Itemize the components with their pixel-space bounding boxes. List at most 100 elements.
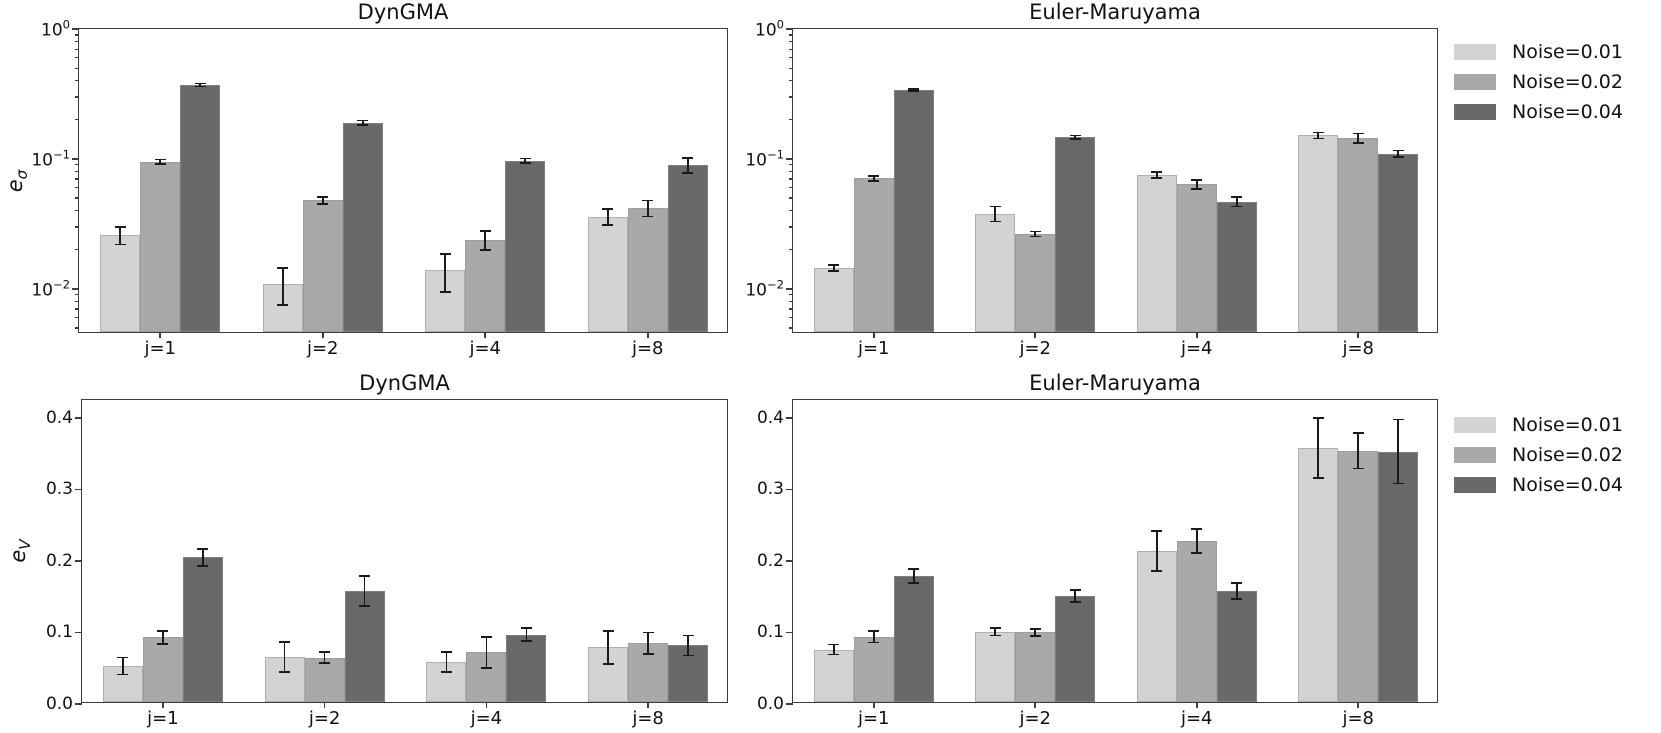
bar-noise-0-04 xyxy=(1216,590,1257,703)
bar-noise-0-04 xyxy=(667,164,708,333)
y-tick-mark xyxy=(75,560,82,562)
error-bar-cap xyxy=(317,196,329,198)
y-tick-mark xyxy=(75,417,82,419)
error-bar-cap xyxy=(642,631,654,634)
error-bar xyxy=(686,157,689,173)
y-tick-label: 0.4 xyxy=(45,407,73,428)
error-bar-cap xyxy=(828,264,840,266)
error-bar xyxy=(1155,530,1158,571)
y-tick-mark xyxy=(786,288,793,290)
error-bar-cap xyxy=(1029,628,1041,630)
error-bar xyxy=(994,206,997,222)
bar-noise-0-02 xyxy=(853,636,894,703)
legend-swatch xyxy=(1454,477,1496,493)
plot-euler-maruyama-esigma: Euler-Maruyama 100 10−1 10−2 j=1 j=2 j=4 j=8 xyxy=(745,0,1438,359)
x-tick-label: j=2 xyxy=(1019,338,1052,359)
y-minor-tick-mark xyxy=(789,178,793,180)
y-minor-tick-mark xyxy=(75,294,79,296)
error-bar-cap xyxy=(1069,589,1081,592)
bar-noise-0-02 xyxy=(1015,233,1056,333)
error-bar xyxy=(912,88,915,91)
error-bar-cap xyxy=(1312,477,1324,479)
y-tick-label: 0.2 xyxy=(756,550,784,571)
legend-bottom: Noise=0.01 Noise=0.02 Noise=0.04 xyxy=(1454,414,1659,515)
y-minor-tick-mark xyxy=(789,249,793,251)
legend-swatch xyxy=(1454,447,1496,463)
error-bar-cap xyxy=(1069,134,1081,137)
y-tick-label: 0.1 xyxy=(45,622,73,643)
legend-item: Noise=0.02 xyxy=(1454,444,1623,466)
y-minor-tick-mark xyxy=(789,34,793,36)
y-minor-tick-mark xyxy=(75,300,79,303)
error-bar-cap xyxy=(989,634,1001,637)
error-bar-cap xyxy=(642,215,654,218)
x-tick-mark xyxy=(1034,331,1037,338)
bar-noise-0-02 xyxy=(302,200,343,333)
error-bar xyxy=(484,230,487,250)
chart-title: Euler-Maruyama xyxy=(1029,0,1201,24)
legend-item: Noise=0.01 xyxy=(1454,414,1623,436)
plot-dyngma-esigma: DynGMA eσ 100 10−1 10−2 j=1 j=2 j=4 j=8 xyxy=(3,0,728,359)
chart-title: DynGMA xyxy=(359,371,450,395)
y-tick-label: 100 xyxy=(755,17,784,41)
x-tick-label: j=8 xyxy=(1342,338,1375,359)
error-bar-cap xyxy=(868,179,880,182)
error-bar xyxy=(321,196,324,205)
bar-noise-0-01 xyxy=(1136,550,1177,703)
error-bar-cap xyxy=(1392,155,1404,158)
bar-noise-0-04 xyxy=(505,160,546,333)
bar-noise-0-01 xyxy=(1136,175,1177,333)
y-minor-tick-mark xyxy=(789,170,793,173)
bar-noise-0-04 xyxy=(893,89,934,333)
error-bar-cap xyxy=(519,157,531,160)
y-minor-tick-mark xyxy=(789,327,793,329)
error-bar-cap xyxy=(908,568,920,570)
x-tick-label: j=4 xyxy=(469,338,502,359)
error-bar-cap xyxy=(989,220,1001,223)
y-minor-tick-mark xyxy=(75,197,79,199)
chart-title: DynGMA xyxy=(357,0,449,24)
y-axis-label: eσ xyxy=(2,169,32,192)
bar-noise-0-01 xyxy=(975,631,1016,703)
legend-item: Noise=0.02 xyxy=(1454,71,1623,93)
y-tick-label: 0.3 xyxy=(45,479,73,500)
y-minor-tick-mark xyxy=(789,300,793,303)
error-bar-cap xyxy=(828,643,840,646)
error-bar xyxy=(323,651,326,664)
error-bar-cap xyxy=(1151,570,1163,572)
error-bar-cap xyxy=(440,650,452,653)
y-tick-mark xyxy=(72,288,79,290)
x-tick-mark xyxy=(1195,701,1198,708)
error-bar xyxy=(1317,132,1320,139)
x-tick-mark xyxy=(872,331,875,338)
bar-noise-0-01 xyxy=(102,666,143,703)
bar-noise-0-02 xyxy=(1176,540,1217,703)
error-bar-cap xyxy=(1191,527,1203,530)
error-bar xyxy=(445,651,448,672)
y-minor-tick-mark xyxy=(75,249,79,251)
error-bar-cap xyxy=(1029,230,1041,233)
y-tick-mark xyxy=(786,631,793,634)
error-bar xyxy=(122,657,124,675)
y-tick-mark xyxy=(72,158,79,160)
error-bar-cap xyxy=(602,224,614,226)
error-bar xyxy=(1397,419,1400,484)
x-tick-mark xyxy=(484,331,487,338)
y-minor-tick-mark xyxy=(789,197,793,199)
error-bar xyxy=(1195,528,1198,554)
error-bar-cap xyxy=(989,205,1001,208)
x-tick-mark xyxy=(1195,331,1198,338)
error-bar-cap xyxy=(194,82,206,85)
bar-noise-0-02 xyxy=(465,239,506,333)
x-tick-mark xyxy=(1357,331,1360,338)
error-bar-cap xyxy=(1231,205,1243,208)
error-bar-cap xyxy=(1352,142,1364,144)
error-bar-cap xyxy=(682,172,694,174)
y-minor-tick-mark xyxy=(75,226,79,228)
y-tick-label: 10−2 xyxy=(31,277,70,301)
error-bar xyxy=(162,631,164,644)
error-bar xyxy=(1034,231,1037,237)
error-bar-cap xyxy=(357,119,369,122)
error-bar xyxy=(524,158,527,164)
